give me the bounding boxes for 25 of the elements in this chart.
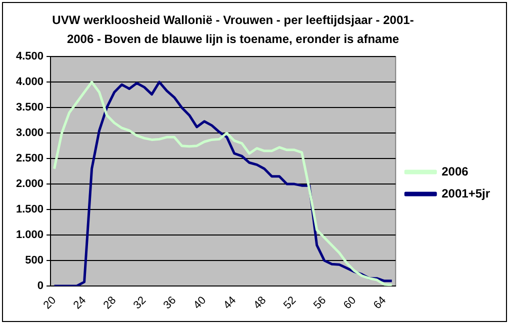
x-tick-label: 32 — [131, 294, 149, 312]
y-tick-label: 500 — [25, 254, 44, 267]
y-tick-label: 4.500 — [16, 50, 44, 63]
x-tick-label: 56 — [311, 294, 329, 312]
x-tick-label: 48 — [251, 294, 269, 312]
x-tick-label: 60 — [341, 294, 359, 312]
x-tick-label: 20 — [41, 294, 59, 312]
x-tick-label: 52 — [281, 294, 299, 312]
y-tick-label: 3.000 — [16, 127, 44, 140]
y-tick-label: 2.000 — [16, 178, 44, 190]
chart-title: UVW werkloosheid Wallonië - Vrouwen - per leeftijdsjaar - 2001-2006 - Boven de blauwe lijn is toename, eronder is afname — [51, 12, 415, 48]
legend-label: 2006 — [442, 164, 469, 178]
x-tick-label: 40 — [191, 294, 209, 312]
x-tick-label: 36 — [161, 294, 179, 312]
y-tick-label: 1.500 — [16, 204, 44, 216]
y-tick-label: 1.000 — [16, 229, 44, 242]
x-tick-label: 64 — [371, 294, 389, 312]
x-tick-label: 24 — [71, 294, 89, 312]
y-tick-label: 2.500 — [16, 152, 44, 165]
x-tick-label: 44 — [221, 294, 239, 312]
y-tick-label: 4.000 — [16, 76, 44, 88]
x-tick-label: 28 — [101, 294, 119, 312]
legend-label: 2001+5jr — [442, 186, 490, 200]
y-tick-label: 3.500 — [16, 102, 44, 114]
y-tick-label: 0 — [37, 280, 44, 292]
